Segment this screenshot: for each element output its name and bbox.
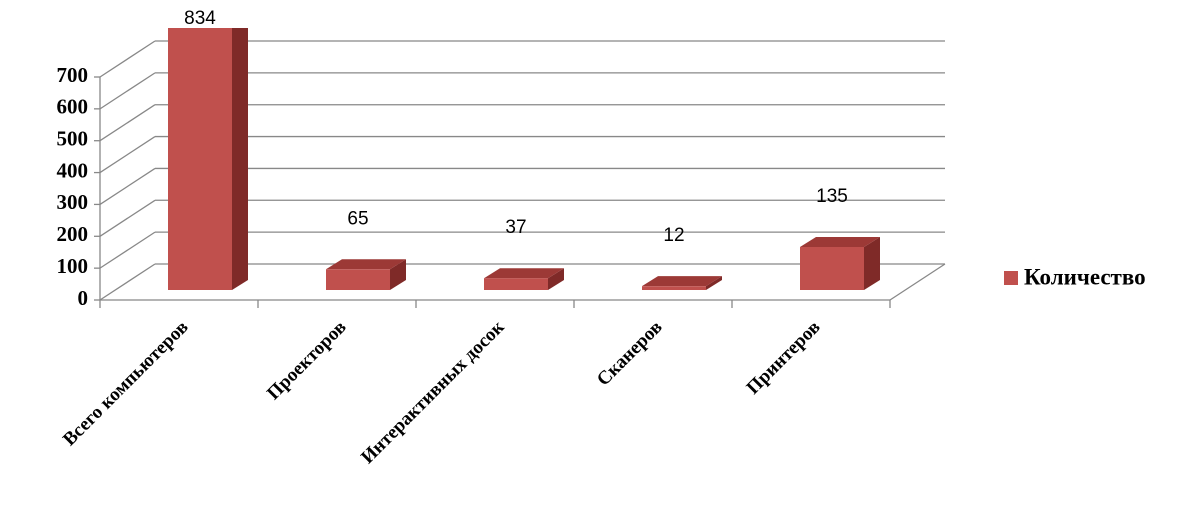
bar-front [168,28,232,290]
bar-front [800,246,864,290]
bar [484,268,564,290]
bar-top [326,259,406,270]
bar [168,28,248,290]
grid-line [99,199,156,237]
bar [642,276,722,290]
y-tick-label: 100 [57,254,89,278]
value-label: 834 [184,8,216,29]
x-tick-label: Интерактивных досок [357,317,508,468]
legend-swatch [1004,271,1018,285]
bars [168,28,880,290]
bar-side [232,28,248,290]
y-tick-label: 300 [57,190,89,214]
y-tick-label: 0 [78,286,89,310]
x-tick-label: Всего компьютеров [59,317,193,451]
grid-line [99,104,156,142]
bar-top [484,268,564,279]
x-tick-label: Принтеров [743,317,825,399]
bar-front [484,278,548,290]
grid-line [99,136,156,174]
grid [94,40,946,308]
bar-side [706,276,722,290]
y-tick-label: 700 [57,63,89,87]
bar-side [864,236,880,290]
grid-line [99,72,156,110]
y-tick-label: 500 [57,127,89,151]
value-label: 12 [663,225,684,246]
bar-front [642,286,706,290]
x-tick-label: Проекторов [263,317,350,404]
value-label: 65 [347,208,368,229]
bar-front [326,269,390,290]
y-tick-label: 400 [57,158,89,182]
bar [326,259,406,290]
grid-line [99,40,156,78]
bar-side [390,259,406,290]
value-label: 135 [816,186,848,207]
bar-top [642,276,722,287]
value-label: 37 [505,217,526,238]
y-tick-label: 200 [57,222,89,246]
legend-label: Количество [1024,264,1146,289]
grid-line [99,263,156,301]
bar-top [800,236,880,247]
bar-side [548,268,564,290]
bar [800,236,880,290]
y-tick-label: 600 [57,95,89,119]
x-tick-label: Сканеров [593,317,667,391]
grid-line [99,231,156,269]
grid-line [99,167,156,205]
floor-edge [889,263,946,301]
